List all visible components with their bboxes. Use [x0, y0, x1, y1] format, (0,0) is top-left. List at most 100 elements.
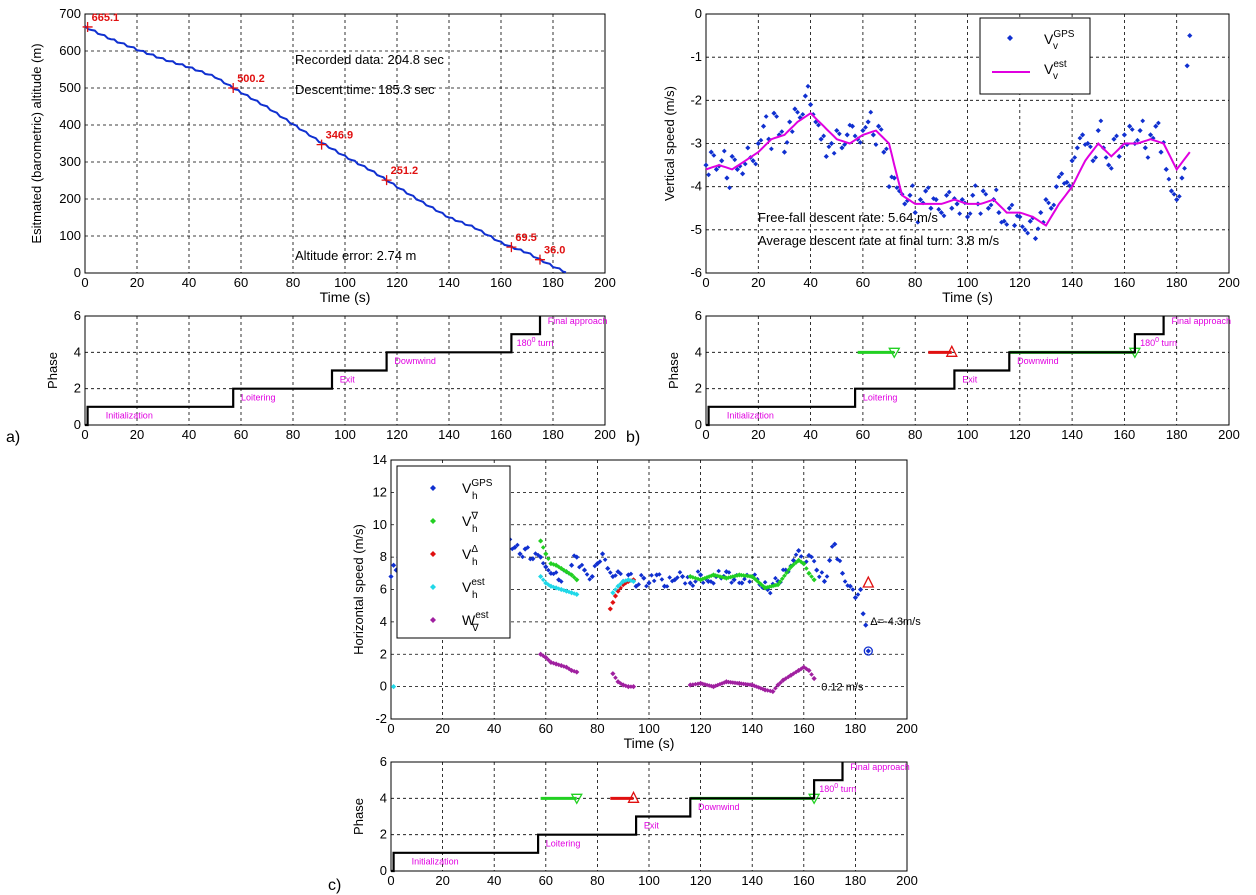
vgps-point — [1069, 158, 1075, 164]
hspeed-point-4 — [700, 681, 706, 687]
x-tick-label: 140 — [438, 427, 460, 442]
hspeed-point-1 — [786, 567, 792, 573]
hspeed-point-0 — [793, 552, 799, 558]
altitude-marker-label: 36.0 — [544, 245, 565, 257]
vgps-point — [907, 192, 913, 198]
altitude-marker-label: 251.2 — [391, 165, 419, 177]
vgps-point — [708, 149, 714, 155]
x-tick-label: 40 — [487, 721, 501, 736]
vgps-point — [873, 142, 879, 147]
hspeed-point-1 — [743, 573, 749, 579]
hspeed-point-4 — [801, 664, 807, 670]
vgps-point — [964, 214, 971, 220]
hspeed-point-0 — [556, 577, 562, 583]
x-tick-label: 120 — [386, 427, 408, 442]
hspeed-point-1 — [700, 576, 706, 582]
vgps-point — [849, 123, 856, 129]
phase-label-loiter: Loitering — [546, 838, 581, 848]
hspeed-point-0 — [723, 569, 729, 575]
vgps-point — [1088, 144, 1093, 150]
altitude-marker — [82, 21, 93, 32]
hspeed-point-0 — [553, 570, 559, 575]
y-tick-label: 500 — [59, 80, 81, 95]
x-tick-label: 100 — [638, 873, 660, 888]
vgps-point — [881, 149, 887, 155]
hspeed-point-1 — [780, 576, 785, 582]
y-axis-label: Vertical speed (m/s) — [662, 86, 677, 201]
vgps-point — [978, 211, 983, 217]
y-axis-label: Esitmated (barometric) altitude (m) — [29, 43, 44, 243]
panel-label-b: b) — [626, 429, 640, 446]
hspeed-point-4 — [546, 657, 551, 663]
y-tick-label: 200 — [59, 191, 81, 206]
x-tick-label: 0 — [702, 427, 709, 442]
hspeed-point-3 — [613, 587, 618, 592]
hspeed-point-0 — [806, 552, 812, 559]
vgps-point — [737, 163, 743, 169]
vgps-point — [719, 158, 725, 164]
x-tick-label: 60 — [234, 427, 248, 442]
phase-label-turn-rest: turn — [536, 338, 554, 348]
vgps-point — [993, 187, 999, 193]
hspeed-point-0 — [636, 582, 641, 587]
x-tick-label: 60 — [856, 275, 870, 290]
legend-marker-3 — [430, 584, 436, 590]
hspeed-point-4 — [804, 666, 809, 672]
hspeed-point-1 — [809, 574, 814, 579]
x-tick-label: 200 — [1218, 427, 1240, 442]
altitude-marker — [228, 83, 239, 93]
vgps-point — [1022, 227, 1028, 233]
altitude-marker — [381, 175, 392, 186]
legend-sup: est — [471, 577, 485, 588]
vgps-point — [1108, 165, 1114, 171]
vgps-point — [1182, 165, 1187, 171]
hspeed-point-1 — [548, 561, 554, 567]
hspeed-point-4 — [767, 688, 773, 694]
hspeed-point-0 — [693, 579, 698, 584]
x-tick-label: 20 — [435, 721, 449, 736]
hspeed-point-2 — [610, 599, 616, 606]
x-axis-label: Time (s) — [320, 289, 371, 305]
hspeed-point-0 — [638, 572, 644, 578]
legend-sup: est — [475, 610, 489, 621]
x-tick-label: 40 — [803, 275, 817, 290]
hspeed-point-0 — [657, 572, 662, 577]
y-tick-label: 4 — [74, 344, 81, 359]
hspeed-point-0 — [569, 562, 575, 568]
vgps-point — [870, 132, 876, 138]
hspeed-point-3 — [625, 577, 631, 583]
legend-box — [979, 17, 1091, 95]
vgps-point — [1150, 135, 1156, 141]
annotation-wind: 0.12 m/s — [821, 682, 864, 694]
x-tick-label: 180 — [1166, 427, 1188, 442]
vgps-point — [742, 161, 748, 167]
y-tick-label: 400 — [59, 117, 81, 132]
hspeed-point-4 — [809, 672, 814, 677]
vgps-point — [1051, 202, 1057, 208]
vgps-point — [1106, 162, 1112, 168]
x-tick-label: 160 — [793, 721, 815, 736]
hspeed-point-0 — [618, 571, 623, 577]
hspeed-point-1 — [721, 575, 727, 580]
hspeed-point-0 — [726, 570, 732, 575]
x-tick-label: 200 — [594, 275, 616, 290]
hspeed-point-0 — [700, 580, 706, 586]
hspeed-point-4 — [574, 669, 580, 675]
legend-marker-vgps — [1007, 35, 1013, 41]
hspeed-point-4 — [561, 664, 567, 669]
legend-sub: h — [472, 491, 478, 502]
hspeed-point-4 — [778, 680, 783, 685]
vgps-point — [721, 148, 727, 154]
vgps-point — [970, 192, 976, 198]
hspeed-point-0 — [649, 573, 654, 578]
hspeed-point-0 — [589, 573, 595, 580]
vgps-point — [1171, 191, 1177, 197]
hspeed-point-1 — [571, 575, 577, 580]
y-tick-label: 6 — [380, 582, 387, 597]
y-tick-label: 4 — [695, 344, 702, 359]
hspeed-point-0 — [773, 575, 778, 581]
hspeed-point-0 — [546, 567, 551, 573]
vgps-point — [1038, 209, 1044, 216]
vgps-point — [1056, 174, 1062, 180]
hspeed-point-1 — [801, 561, 807, 567]
